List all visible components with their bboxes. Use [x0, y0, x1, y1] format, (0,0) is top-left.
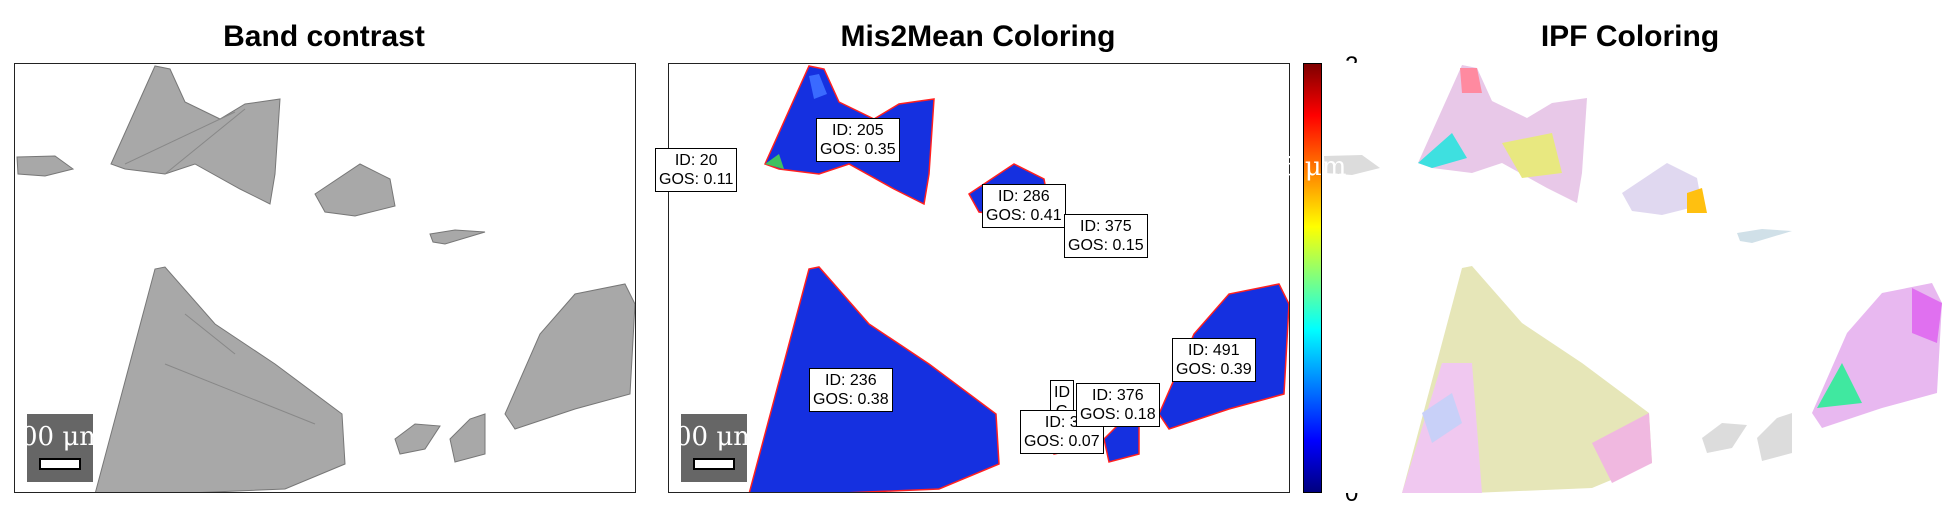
grain-gos: GOS: 0.41	[986, 207, 1062, 224]
grain-label: ID: 375 GOS: 0.15	[1064, 214, 1148, 258]
grain-gos: GOS: 0.11	[659, 171, 734, 188]
scale-bar: 5 μm	[1270, 150, 1346, 190]
grain-gos: GOS: 0.07	[1024, 433, 1100, 450]
grain-gos: GOS: 0.18	[1080, 406, 1156, 423]
grain-gos: GOS: 0.15	[1068, 237, 1144, 254]
grain-id: ID: 375	[1080, 218, 1132, 235]
grain-label: ID: 205 GOS: 0.35	[816, 118, 900, 162]
grain-label: ID: 20 GOS: 0.11	[655, 148, 738, 192]
grain-id: ID	[1054, 384, 1070, 401]
mis2mean-panel: 00 μm	[668, 63, 1290, 493]
scale-label: 00 μm	[21, 422, 104, 452]
grain-id: ID: 491	[1188, 342, 1240, 359]
grain-label: ID: 286 GOS: 0.41	[982, 184, 1066, 228]
colorbar	[1303, 63, 1322, 493]
ipf-title: IPF Coloring	[1540, 20, 1720, 53]
grain-label: ID: 491 GOS: 0.39	[1172, 338, 1256, 382]
ipf-map	[1324, 65, 1942, 493]
grain-id: ID: 3	[1044, 414, 1079, 431]
band-contrast-title: Band contrast	[223, 20, 425, 53]
scale-bar: 00 μm	[675, 414, 758, 482]
grain-label: ID: 236 GOS: 0.38	[809, 368, 893, 412]
grain-id: ID: 205	[832, 122, 884, 139]
grain-gos: GOS: 0.35	[820, 141, 896, 158]
grain-id: ID: 286	[998, 188, 1050, 205]
scale-label: 5 μm	[1280, 152, 1347, 182]
grain-id: ID: 376	[1092, 387, 1144, 404]
scale-bar: 00 μm	[21, 414, 104, 482]
mis2mean-map	[748, 65, 1289, 492]
grain-id: ID: 236	[825, 372, 877, 389]
grain-id: ID: 20	[674, 152, 718, 169]
mis2mean-title: Mis2Mean Coloring	[840, 20, 1116, 53]
grain-label: ID: 376 GOS: 0.18	[1076, 383, 1160, 427]
grain-gos: GOS: 0.38	[813, 391, 889, 408]
grain-gos: GOS: 0.39	[1176, 361, 1252, 378]
scale-label: 00 μm	[675, 422, 758, 452]
ipf-panel	[1322, 63, 1942, 493]
band-contrast-map	[16, 65, 635, 492]
band-contrast-panel: 00 μm	[14, 63, 636, 493]
